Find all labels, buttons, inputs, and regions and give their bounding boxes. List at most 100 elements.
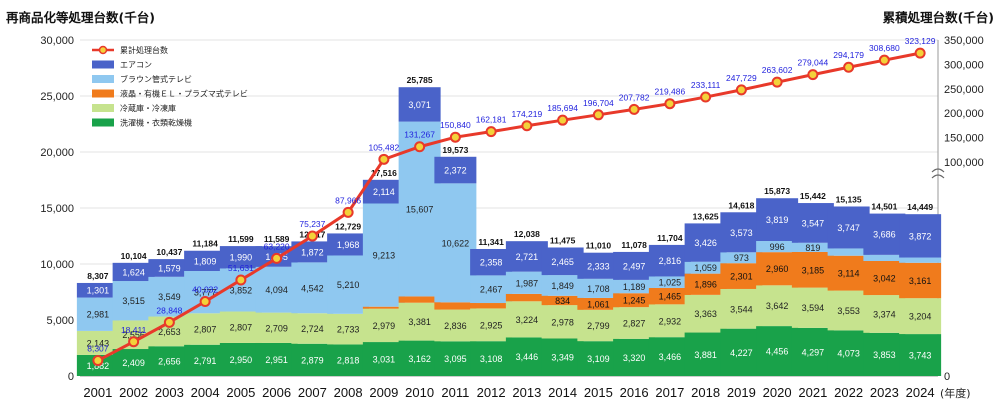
bar-segment xyxy=(541,305,584,339)
bar-segment-label: 3,108 xyxy=(480,354,503,364)
bar-segment-label: 3,686 xyxy=(873,230,896,240)
bar-segment xyxy=(791,251,834,288)
bar-segment-label: 5,210 xyxy=(337,280,360,290)
right-tick-label: 100,000 xyxy=(944,157,984,169)
bar-segment-label: 2,333 xyxy=(587,261,610,271)
bar-segment-label: 2,951 xyxy=(265,355,288,365)
cumulative-label: 75,237 xyxy=(299,219,325,229)
bar-total-label: 15,873 xyxy=(764,186,790,196)
bar-segment-label: 1,301 xyxy=(87,286,110,296)
bar-segment xyxy=(541,295,584,306)
bar-segment-label: 1,872 xyxy=(301,247,324,257)
cumulative-label: 196,704 xyxy=(583,98,614,108)
bar-segment-label: 2,556 xyxy=(122,330,145,340)
bar-segment-label: 1,624 xyxy=(122,267,145,277)
bar-segment-label: 819 xyxy=(805,243,820,253)
legend-swatch xyxy=(92,89,114,98)
bar-segment xyxy=(756,285,799,327)
cumulative-label: 63,220 xyxy=(264,241,290,251)
bar-segment-label: 15,607 xyxy=(406,205,434,215)
bar-segment xyxy=(791,242,834,252)
bar-segment-label: 3,466 xyxy=(659,352,682,362)
bar-segment xyxy=(613,279,656,294)
bar-segment-label: 3,872 xyxy=(909,231,932,241)
cumulative-label: 162,181 xyxy=(476,115,507,125)
cumulative-point xyxy=(700,91,712,103)
bar-total-label: 14,449 xyxy=(907,202,933,212)
cumulative-label: 105,482 xyxy=(369,142,400,152)
bar-segment xyxy=(398,340,441,376)
left-tick-label: 20,000 xyxy=(40,147,74,159)
bar-segment xyxy=(470,275,513,304)
bar-segment-label: 3,114 xyxy=(838,269,860,279)
stacked-bars: 1,8822,1432,9811,3018,3072,4092,5563,515… xyxy=(76,75,942,376)
cumulative-label: 279,044 xyxy=(798,58,829,68)
bar-segment xyxy=(148,346,191,376)
bar-segment-label: 2,143 xyxy=(87,338,110,348)
bar-segment xyxy=(184,313,227,345)
bar-segment xyxy=(505,301,548,338)
cumulative-label: 247,729 xyxy=(726,73,757,83)
x-tick-label: 2023 xyxy=(870,385,899,400)
bar-segment xyxy=(577,341,620,376)
bar-segment xyxy=(863,213,906,255)
cumulative-point xyxy=(271,252,283,264)
cumulative-label: 174,219 xyxy=(512,109,543,119)
bar-segment-label: 3,881 xyxy=(694,350,717,360)
bar-segment xyxy=(684,273,727,295)
bar-segment-label: 3,544 xyxy=(730,304,753,314)
bar-segment xyxy=(362,179,405,204)
bar-segment-label: 3,374 xyxy=(873,309,896,319)
bar-segment-label: 3,547 xyxy=(802,218,825,228)
bar-segment-label: 1,849 xyxy=(551,281,574,291)
left-axis-ticks: 0 5,000 10,000 15,000 20,000 25,000 30,000 xyxy=(40,35,74,383)
bar-segment xyxy=(398,87,441,122)
bar-segment-label: 4,542 xyxy=(301,283,324,293)
bar-segment-label: 2,827 xyxy=(623,318,646,328)
bar-segment xyxy=(613,251,656,280)
bar-segment-label: 3,426 xyxy=(694,238,717,248)
x-tick-label: 2012 xyxy=(477,385,506,400)
bar-segment-label: 4,456 xyxy=(766,347,789,357)
legend-swatch xyxy=(92,118,114,127)
bar-total-label: 11,184 xyxy=(192,239,218,249)
legend-label: 累計処理台数 xyxy=(120,45,168,55)
cumulative-point xyxy=(914,47,926,59)
x-tick-label: 2002 xyxy=(119,385,148,400)
bar-segment-label: 2,879 xyxy=(301,355,324,365)
bar-segment xyxy=(577,309,620,342)
bar-segment-label: 2,656 xyxy=(158,357,181,367)
bar-segment-label: 2,497 xyxy=(623,261,646,271)
bar-segment-label: 3,161 xyxy=(909,276,932,286)
bar-segment-label: 2,950 xyxy=(230,355,253,365)
bar-segment xyxy=(899,214,942,258)
bar-segment-label: 3,553 xyxy=(837,306,860,316)
bar-segment-label: 2,709 xyxy=(265,323,288,333)
bar-segment-label: 2,836 xyxy=(444,321,467,331)
cumulative-point xyxy=(664,98,676,110)
right-tick-label: 250,000 xyxy=(944,84,984,96)
bar-segment-label: 3,777 xyxy=(194,288,217,298)
bar-segment xyxy=(184,344,227,376)
bar-segment-label: 3,320 xyxy=(623,353,646,363)
bar-total-label: 10,437 xyxy=(156,247,182,257)
bar-total-label: 11,341 xyxy=(478,237,504,247)
bar-segment xyxy=(327,255,370,314)
bar-total-label: 15,135 xyxy=(836,194,862,204)
right-axis-title: 累積処理台数(千台) xyxy=(883,10,994,25)
bar-segment-label: 834 xyxy=(555,296,570,306)
bar-total-label: 13,625 xyxy=(693,211,719,221)
axis-break-mark xyxy=(931,168,945,179)
cumulative-label: 28,848 xyxy=(156,305,182,315)
bar-segment xyxy=(434,156,477,184)
bar-total-label: 11,599 xyxy=(228,234,254,244)
left-tick-label: 15,000 xyxy=(40,203,74,215)
bar-segment-label: 3,204 xyxy=(909,312,932,322)
bar-segment xyxy=(791,327,834,376)
bar-segment xyxy=(720,252,763,264)
bar-segment-label: 3,549 xyxy=(158,292,181,302)
bar-segment-label: 2,960 xyxy=(766,264,789,274)
bar-segment xyxy=(505,271,548,294)
legend-label: ブラウン管式テレビ xyxy=(120,74,192,84)
